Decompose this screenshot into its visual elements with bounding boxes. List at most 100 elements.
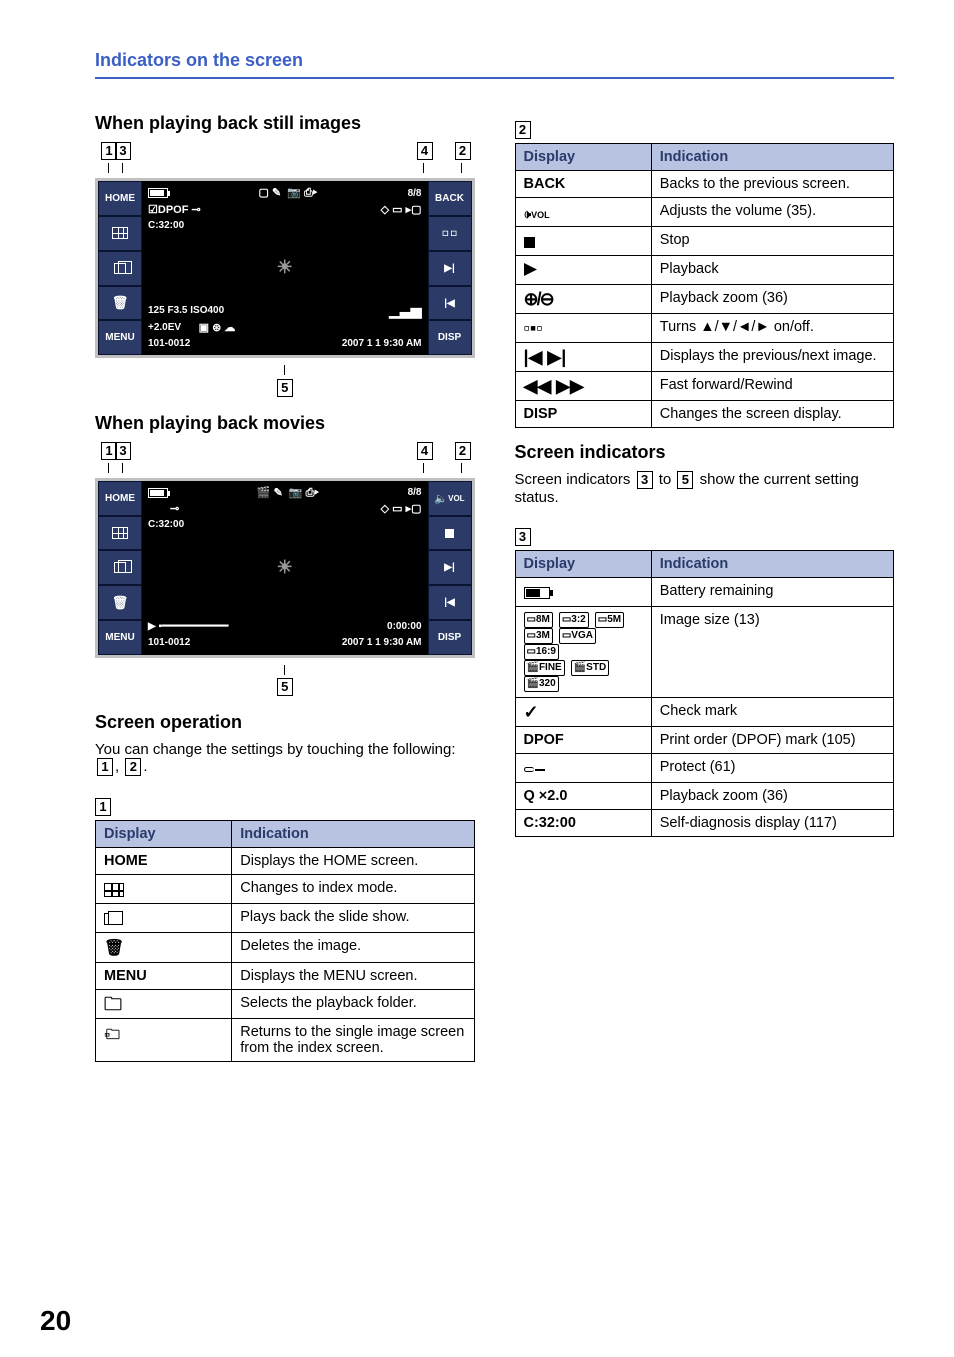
file-number: 101-0012 [148,637,190,648]
btn-slideshow[interactable] [98,251,142,286]
still-screenshot: 1 3 4 2 HOME MENU ▢ ✎ 📷 ⎙▸ [95,142,475,397]
table-row: Changes to index mode. [96,875,475,904]
table-row: 🗀Selects the playback folder. [96,990,475,1019]
table-row: Deletes the image. [96,933,475,963]
btn-back[interactable]: BACK [428,181,472,216]
multi-folder-icon: ▫▫🗀 [104,1026,116,1042]
table-region-2: Display Indication BACKBacks to the prev… [515,143,895,428]
header-rule [95,77,894,79]
grid-icon [112,227,128,239]
prev-icon: |◀ [444,298,455,309]
image-counter: 8/8 [408,188,422,199]
table-row: ⊕/⊖Playback zoom (36) [515,285,894,314]
table-row: Protect (61) [515,754,894,783]
volume-icon: 🕩VOL [524,207,550,221]
stop-icon [524,237,535,248]
table-region-1: Display Indication HOMEDisplays the HOME… [95,820,475,1062]
brightness-icon [277,557,293,578]
callout-4: 4 [417,142,433,160]
ff-rw-icon: ◀◀ ▶▶ [515,372,651,401]
btn-index[interactable] [98,216,142,251]
trash-icon [112,595,129,611]
btn-menu[interactable]: MENU [98,620,142,655]
btn-delete[interactable] [98,585,142,620]
table-row: ✓Check mark [515,698,894,727]
prev-icon: |◀ [444,597,455,608]
table-row: 🕩VOLAdjusts the volume (35). [515,198,894,227]
dpad-toggle-icon: ▫▪▫ [515,314,651,343]
col-indication: Indication [651,144,893,171]
btn-next[interactable]: ▶| [428,251,472,286]
heading-screen-indicators: Screen indicators [515,442,895,463]
btn-disp[interactable]: DISP [428,320,472,355]
region-label-2: 2 [515,121,531,139]
image-counter: 8/8 [408,487,422,498]
protect-icon [524,767,534,772]
battery-icon [524,587,550,599]
btn-prev[interactable]: |◀ [428,286,472,321]
btn-delete[interactable] [98,286,142,321]
heading-screen-op: Screen operation [95,712,475,733]
table-row: BACKBacks to the previous screen. [515,171,894,198]
table-row: MENUDisplays the MENU screen. [96,963,475,990]
left-column: When playing back still images 1 3 4 2 H… [95,109,475,1076]
btn-disp[interactable]: DISP [428,620,472,655]
btn-stop[interactable] [428,516,472,551]
page-number: 20 [40,1305,71,1337]
heading-still-images: When playing back still images [95,113,475,134]
file-number: 101-0012 [148,338,190,349]
next-icon: ▶| [444,562,455,573]
table-row: HOMEDisplays the HOME screen. [96,848,475,875]
date-time: 2007 1 1 9:30 AM [342,637,422,648]
btn-index[interactable] [98,516,142,551]
btn-volume[interactable]: VOL [428,481,472,516]
col-display: Display [515,551,651,578]
exposure-info: 125 F3.5 ISO400 [148,305,224,316]
play-icon [524,263,537,276]
col-display: Display [96,821,232,848]
col-display: Display [515,144,651,171]
movie-screenshot: 1 3 4 2 HOME MENU 🎬 ✎ 📷 ⎙▸ [95,442,475,697]
table-row: |◀ ▶|Displays the previous/next image. [515,343,894,372]
table-row: ▫▫🗀Returns to the single image screen fr… [96,1019,475,1062]
movie-time: 0:00:00 [387,621,421,632]
table-row: ◀◀ ▶▶Fast forward/Rewind [515,372,894,401]
zoom-icon: ⊕/⊖ [515,285,651,314]
check-icon: ✓ [515,698,651,727]
table-row: Playback [515,256,894,285]
callout-2: 2 [455,142,471,160]
table-region-3: Display Indication Battery remaining ▭8M… [515,550,895,837]
col-indication: Indication [232,821,474,848]
header-title: Indicators on the screen [95,50,894,71]
prev-next-icon: |◀ ▶| [515,343,651,372]
right-column: 2 Display Indication BACKBacks to the pr… [515,109,895,1076]
slideshow-icon [114,263,126,274]
grid-icon [112,527,128,539]
content-columns: When playing back still images 1 3 4 2 H… [95,109,894,1076]
region-label-3: 3 [515,528,531,546]
col-indication: Indication [651,551,893,578]
table-row: DPOFPrint order (DPOF) mark (105) [515,727,894,754]
btn-slideshow[interactable] [98,550,142,585]
table-row: C:32:00Self-diagnosis display (117) [515,810,894,837]
table-row: ▫▪▫Turns ▲/▼/◄/► on/off. [515,314,894,343]
grid-icon [104,883,124,897]
lcd-screen-still: HOME MENU ▢ ✎ 📷 ⎙▸ 8/8 ☑DPOF ⊸ ◇ ▭ ▸▢ [95,178,475,358]
trash-icon [112,295,129,311]
btn-menu[interactable]: MENU [98,320,142,355]
brightness-icon [277,257,293,278]
slideshow-icon [114,562,126,573]
heading-movies: When playing back movies [95,413,475,434]
stop-icon [445,529,454,538]
btn-prev[interactable]: |◀ [428,585,472,620]
region-label-1: 1 [95,798,111,816]
ev-value: +2.0EV [148,322,181,333]
btn-home[interactable]: HOME [98,181,142,216]
table-row: Stop [515,227,894,256]
btn-next[interactable]: ▶| [428,550,472,585]
btn-home[interactable]: HOME [98,481,142,516]
btn-dpad[interactable]: ▫▫ [428,216,472,251]
page-header: Indicators on the screen [95,50,894,79]
table-row: DISPChanges the screen display. [515,401,894,428]
lcd-screen-movie: HOME MENU 🎬 ✎ 📷 ⎙▸ 8/8 ⊸ ◇ ▭ ▸▢ [95,478,475,658]
